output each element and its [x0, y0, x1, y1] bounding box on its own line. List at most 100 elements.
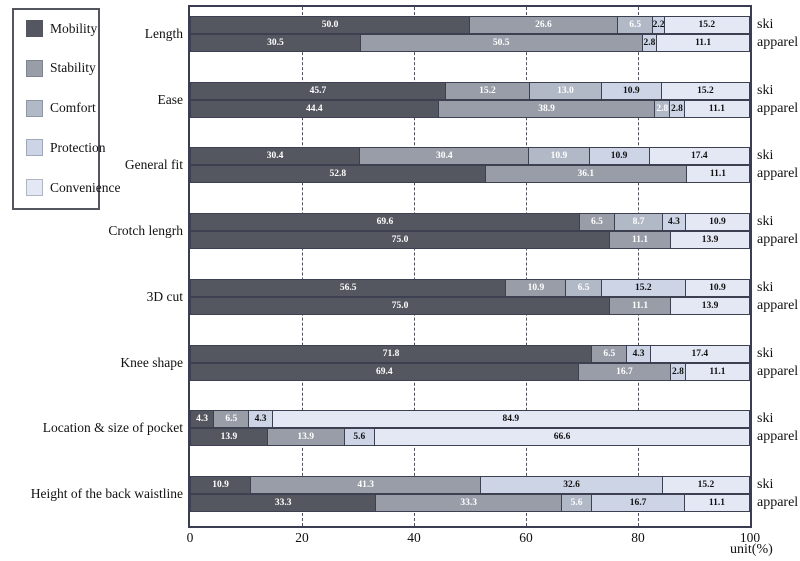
gridline	[526, 7, 527, 526]
bar-segment: 33.3	[190, 493, 377, 512]
bar-segment: 26.6	[469, 16, 618, 34]
bar-apparel: 33.3 33.3 5.6 16.7 11.1	[190, 493, 750, 512]
segment-value-label: 16.7	[616, 366, 633, 377]
axis-tick-label: 60	[519, 530, 533, 545]
segment-value-label: 10.9	[550, 151, 568, 162]
bar-segment: 36.1	[484, 165, 687, 184]
gridline	[638, 7, 639, 526]
bar-segment: 10.9	[190, 475, 252, 494]
bar-segment: 6.5	[616, 16, 654, 34]
bar-segment: 16.7	[591, 493, 685, 512]
bar-segment: 15.2	[663, 16, 750, 34]
segment-value-label: 2.8	[671, 103, 683, 114]
row-label-apparel: apparel	[757, 35, 799, 50]
segment-value-label: 30.4	[436, 151, 453, 162]
bar-segment: 11.1	[609, 231, 672, 250]
row-label-apparel: apparel	[757, 429, 799, 445]
bar-segment: 8.7	[614, 213, 663, 232]
row-label-ski: ski	[757, 214, 774, 230]
bar-segment: 45.7	[190, 81, 446, 100]
bar-ski: 45.7 15.2 13.0 10.9 15.2	[190, 81, 750, 100]
segment-value-label: 4.3	[667, 217, 680, 228]
axis-tick-label: 0	[186, 530, 194, 545]
segment-value-label: 2.8	[672, 366, 684, 377]
bar-segment: 75.0	[190, 296, 610, 315]
bar-ski: 71.8 6.5 4.3 17.4	[190, 344, 750, 363]
segment-value-label: 2.8	[643, 38, 656, 48]
segment-value-label: 6.5	[629, 20, 642, 30]
bar-segment: 41.3	[250, 475, 482, 494]
segment-value-label: 17.4	[690, 151, 708, 162]
bar-segment: 4.3	[661, 213, 686, 232]
segment-value-label: 71.8	[382, 348, 400, 359]
segment-value-label: 10.9	[623, 85, 640, 96]
legend-label: Mobility	[50, 20, 98, 36]
bar-segment: 6.5	[591, 344, 628, 363]
segment-value-label: 50.0	[321, 20, 339, 30]
legend-label: Protection	[50, 139, 106, 155]
bar-segment: 13.9	[190, 428, 268, 447]
segment-value-label: 6.5	[225, 414, 238, 425]
segment-value-label: 2.2	[652, 20, 665, 30]
segment-value-label: 52.8	[329, 169, 347, 180]
legend-item-mobility: Mobility	[26, 20, 98, 37]
bar-segment: 15.2	[444, 81, 531, 100]
segment-value-label: 50.5	[492, 38, 510, 48]
row-label-ski: ski	[757, 279, 774, 295]
segment-value-label: 6.5	[603, 348, 616, 359]
segment-value-label: 15.2	[697, 479, 715, 490]
segment-value-label: 69.6	[376, 217, 394, 228]
category-label: Ease	[157, 91, 183, 107]
gridline	[302, 7, 303, 526]
segment-value-label: 13.9	[297, 432, 315, 443]
row-label-ski: ski	[757, 476, 774, 492]
bar-segment: 15.2	[600, 278, 686, 297]
segment-value-label: 32.6	[563, 479, 580, 490]
bar-segment: 56.5	[190, 278, 507, 297]
segment-value-label: 10.9	[709, 217, 726, 228]
segment-value-label: 36.1	[577, 169, 595, 180]
bar-segment: 38.9	[437, 99, 656, 118]
segment-value-label: 13.9	[220, 432, 238, 443]
segment-value-label: 26.6	[535, 20, 552, 30]
segment-value-label: 33.3	[460, 497, 478, 508]
bar-segment: 4.3	[190, 410, 215, 429]
row-label-ski: ski	[757, 345, 774, 361]
bar-segment: 4.3	[626, 344, 651, 363]
bar-segment: 66.6	[374, 428, 750, 447]
row-label-ski: ski	[757, 17, 774, 32]
stability-swatch-icon	[26, 59, 43, 77]
bar-segment: 6.5	[578, 213, 616, 232]
legend-item-stability: Stability	[26, 59, 96, 77]
segment-value-label: 15.2	[479, 85, 496, 96]
bar-segment: 11.1	[683, 493, 750, 512]
bar-segment: 2.8	[641, 34, 658, 52]
segment-value-label: 4.3	[632, 348, 645, 359]
legend-item-convenience: Convenience	[26, 179, 120, 196]
segment-value-label: 11.1	[632, 235, 649, 246]
segment-value-label: 13.0	[557, 85, 574, 96]
bar-segment: 32.6	[480, 475, 663, 494]
row-label-ski: ski	[757, 82, 774, 98]
legend-label: Convenience	[50, 179, 121, 195]
segment-value-label: 11.1	[708, 497, 725, 508]
row-label-apparel: apparel	[757, 494, 799, 510]
bar-segment: 52.8	[190, 165, 486, 184]
bar-ski: 50.0 26.6 6.5 2.2 15.2	[190, 16, 750, 34]
segment-value-label: 15.2	[698, 20, 716, 30]
row-label-ski: ski	[757, 148, 774, 164]
segment-value-label: 30.4	[266, 151, 284, 162]
gridline	[414, 7, 415, 526]
row-label-apparel: apparel	[757, 297, 799, 313]
bar-segment: 2.8	[670, 362, 686, 381]
bar-segment: 30.4	[190, 147, 361, 166]
bar-apparel: 44.4 38.9 2.8 2.8 11.1	[190, 99, 750, 118]
row-label-apparel: apparel	[757, 363, 799, 379]
axis-tick-label: 40	[407, 530, 421, 545]
bar-segment: 17.4	[648, 147, 750, 166]
bar-segment: 50.0	[190, 16, 470, 34]
bar-segment: 15.2	[661, 475, 750, 494]
bar-segment: 15.2	[660, 81, 750, 100]
bar-segment: 2.8	[654, 99, 671, 118]
